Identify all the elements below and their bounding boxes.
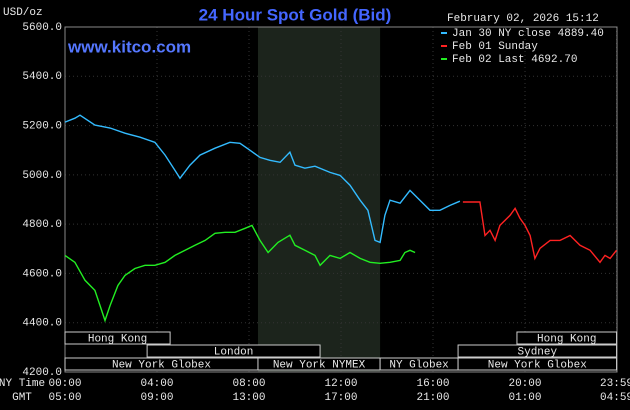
session-box [457,357,618,371]
legend-entry: Feb 01 Sunday [452,41,538,53]
price-line [64,114,461,244]
x-row-label: GMT [12,392,32,404]
session-label: New York Globex [488,359,587,371]
y-tick-label: 5400.0 [22,71,62,83]
x-tick-label: 16:00 [416,378,449,390]
y-tick-label: 5000.0 [22,170,62,182]
session-label: New York Globex [112,359,211,371]
gmt-tick-label: 17:00 [324,392,357,404]
x-tick-label: 08:00 [232,378,265,390]
chart-title: 24 Hour Spot Gold (Bid) [199,5,392,24]
session-label: Sydney [518,346,558,358]
gmt-tick-label: 04:59 [600,392,630,404]
x-tick-label: 04:00 [140,378,173,390]
session-label: NY Globex [389,359,449,371]
session-shade [257,27,381,372]
site-label: www.kitco.com [67,37,191,56]
y-tick-label: 5600.0 [22,22,62,34]
legend-entry: Feb 02 Last 4692.70 [452,54,577,66]
y-tick-label: 4600.0 [22,268,62,280]
gmt-tick-label: 05:00 [48,392,81,404]
session-label: Hong Kong [537,333,596,345]
x-row-label: NY Time [0,378,45,390]
gmt-tick-label: 13:00 [232,392,265,404]
session-box [457,344,618,358]
session-label: London [214,346,254,358]
price-line [462,201,618,264]
x-tick-label: 00:00 [48,378,81,390]
x-tick-label: 12:00 [324,378,357,390]
y-tick-label: 5200.0 [22,120,62,132]
gmt-tick-label: 01:00 [508,392,541,404]
session-label: Hong Kong [88,333,147,345]
session-box [146,344,321,358]
y-tick-label: 4400.0 [22,318,62,330]
x-tick-label: 20:00 [508,378,541,390]
price-line [64,224,416,323]
session-box [516,331,618,345]
y-tick-label: 4800.0 [22,219,62,231]
x-tick-label: 23:59 [600,378,630,390]
timestamp: February 02, 2026 15:12 [447,13,599,25]
legend-entry: Jan 30 NY close 4889.40 [452,28,604,40]
gmt-tick-label: 21:00 [416,392,449,404]
session-label: New York NYMEX [273,359,366,371]
plot-border [64,26,618,373]
session-box [64,331,171,345]
y-tick-label: 4200.0 [22,367,62,379]
unit-label: USD/oz [3,7,43,19]
gmt-tick-label: 09:00 [140,392,173,404]
